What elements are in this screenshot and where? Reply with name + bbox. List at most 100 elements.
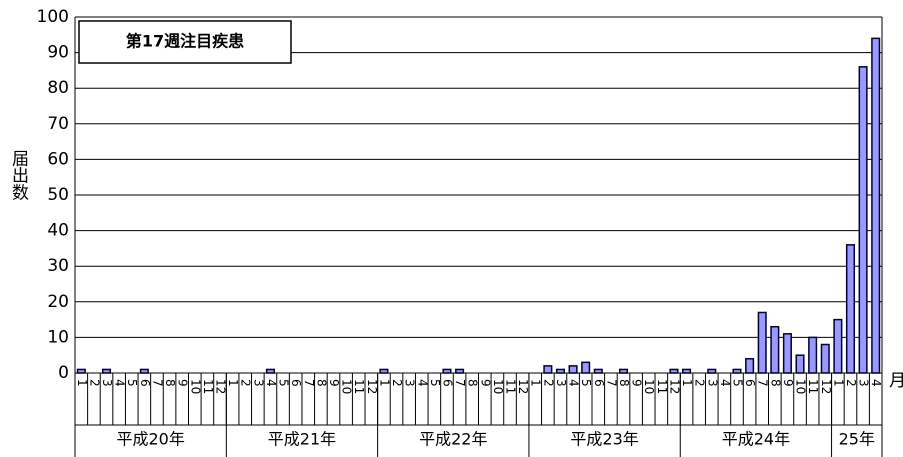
x-tick-label: 7 [150, 379, 164, 387]
x-tick-label: 12 [516, 379, 530, 394]
bar [455, 368, 465, 374]
bar [265, 368, 275, 374]
bar [139, 368, 149, 374]
x-tick-label: 9 [176, 379, 190, 387]
x-tick-label: 10 [491, 379, 505, 394]
y-tick-label: 10 [47, 327, 69, 347]
x-tick-label: 2 [239, 379, 253, 387]
bar [820, 343, 830, 374]
bar [581, 361, 591, 374]
x-tick-label: 2 [390, 379, 404, 387]
group-label: 平成23年 [570, 430, 638, 449]
annotation: 第17週注目疾患 [126, 32, 244, 51]
x-tick-label: 1 [529, 379, 543, 387]
bar [757, 311, 767, 374]
bar [745, 358, 755, 374]
x-tick-label: 4 [567, 379, 581, 387]
bar [76, 368, 86, 374]
x-tick-label: 6 [138, 379, 152, 387]
x-tick-label: 1 [680, 379, 694, 387]
x-tick-label: 8 [163, 379, 177, 387]
x-tick-label: 7 [756, 379, 770, 387]
x-unit: 月 [889, 371, 903, 391]
bar [871, 37, 881, 374]
x-tick-label: 2 [693, 379, 707, 387]
x-tick-label: 3 [857, 379, 871, 387]
x-tick-label: 6 [743, 379, 757, 387]
y-tick-label: 60 [47, 149, 69, 169]
bar [782, 333, 792, 374]
x-tick-label: 12 [214, 379, 228, 394]
x-tick-label: 3 [554, 379, 568, 387]
bar [593, 368, 603, 374]
x-tick-label: 3 [251, 379, 265, 387]
x-tick-label: 12 [667, 379, 681, 394]
group-label: 平成20年 [116, 430, 184, 449]
x-tick-label: 11 [352, 379, 366, 394]
x-tick-label: 1 [377, 379, 391, 387]
x-tick-label: 11 [655, 379, 669, 394]
bar [845, 244, 856, 374]
x-tick-label: 10 [642, 379, 656, 394]
y-axis-label: 届出数 [8, 150, 29, 201]
group-label: 平成21年 [268, 430, 336, 449]
x-tick-label: 10 [340, 379, 354, 394]
x-tick-label: 6 [289, 379, 303, 387]
y-tick-label: 20 [47, 292, 69, 312]
y-tick-label: 0 [58, 363, 69, 383]
y-tick-label: 100 [37, 7, 69, 27]
x-tick-label: 5 [579, 379, 593, 387]
x-tick-label: 1 [75, 379, 89, 387]
group-label: 25年 [839, 430, 875, 449]
x-tick-label: 6 [440, 379, 454, 387]
annotation-box [78, 20, 292, 64]
x-tick-label: 4 [869, 379, 883, 387]
bar [858, 66, 868, 374]
x-tick-label: 11 [504, 379, 518, 394]
bar [101, 368, 112, 374]
bar [618, 368, 629, 374]
y-tick-label: 80 [47, 78, 69, 98]
bar [442, 368, 452, 374]
x-tick-label: 5 [428, 379, 442, 387]
y-tick-label: 50 [47, 185, 69, 205]
x-tick-label: 8 [466, 379, 480, 387]
x-tick-label: 2 [541, 379, 555, 387]
bar [682, 368, 692, 374]
bar [669, 368, 679, 374]
x-tick-label: 12 [365, 379, 379, 394]
x-tick-label: 11 [201, 379, 215, 394]
x-tick-label: 2 [844, 379, 858, 387]
y-tick-label: 30 [47, 256, 69, 276]
x-tick-label: 3 [705, 379, 719, 387]
bar [795, 354, 805, 374]
x-tick-label: 5 [125, 379, 139, 387]
group-label: 平成22年 [419, 430, 487, 449]
x-tick-label: 2 [87, 379, 101, 387]
x-tick-label: 4 [113, 379, 127, 387]
x-tick-label: 1 [831, 379, 845, 387]
x-tick-label: 11 [806, 379, 820, 394]
bar [707, 368, 717, 374]
x-tick-label: 9 [327, 379, 341, 387]
x-tick-label: 4 [264, 379, 278, 387]
y-tick-label: 90 [47, 43, 69, 63]
x-tick-label: 10 [794, 379, 808, 394]
bar [833, 318, 843, 374]
x-tick-label: 8 [617, 379, 631, 387]
y-tick-label: 70 [47, 114, 69, 134]
x-tick-label: 4 [415, 379, 429, 387]
x-tick-label: 6 [592, 379, 606, 387]
x-tick-label: 1 [226, 379, 240, 387]
bar [379, 368, 389, 374]
bar [555, 368, 565, 374]
x-tick-label: 10 [188, 379, 202, 394]
x-tick-label: 12 [819, 379, 833, 394]
x-tick-label: 3 [403, 379, 417, 387]
x-tick-label: 5 [730, 379, 744, 387]
x-tick-label: 9 [478, 379, 492, 387]
bar [770, 325, 780, 374]
x-tick-label: 7 [302, 379, 316, 387]
